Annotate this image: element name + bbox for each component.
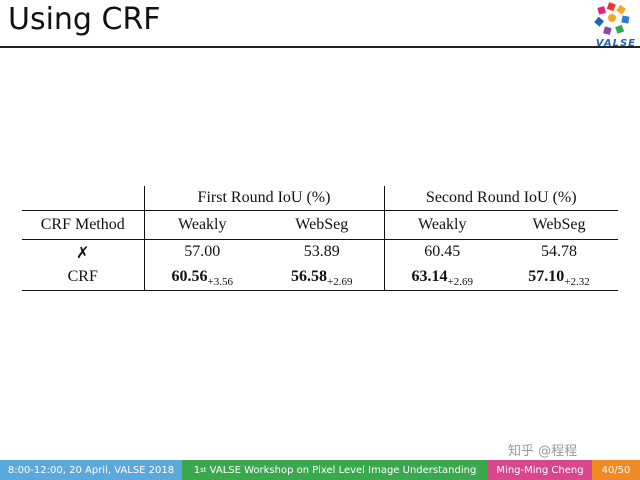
column-header-webseg-1: WebSeg <box>260 210 385 240</box>
table-cell: 54.78 <box>541 243 577 260</box>
footer-author: Ming-Ming Cheng <box>488 460 592 480</box>
footer-date: 8:00-12:00, 20 April, VALSE 2018 <box>0 460 182 480</box>
cell-value: 63.14 <box>411 268 448 285</box>
footer-page-number: 40/50 <box>592 460 640 480</box>
table-cell: 60.56+3.56 <box>144 264 260 291</box>
table-cell: 63.14+2.69 <box>384 264 500 291</box>
results-table: First Round IoU (%) Second Round IoU (%)… <box>22 186 618 291</box>
title-divider <box>0 46 640 48</box>
table-cell: 53.89 <box>260 239 385 264</box>
watermark: 知乎 @程程 <box>508 444 578 459</box>
slide-title: Using CRF <box>8 2 161 37</box>
footer-workshop-ordinal: 1 <box>193 464 201 476</box>
group-header-second-round: Second Round IoU (%) <box>425 189 577 206</box>
cell-delta: +3.56 <box>207 276 233 288</box>
cell-value: 57.10 <box>528 268 565 285</box>
column-header-row: CRF Method Weakly WebSeg Weakly WebSeg <box>22 210 618 240</box>
group-header-row: First Round IoU (%) Second Round IoU (%) <box>22 186 618 211</box>
column-header-method: CRF Method <box>22 210 145 240</box>
footer-workshop-text: VALSE Workshop on Pixel Level Image Unde… <box>206 464 477 476</box>
table-cell: 56.58+2.69 <box>260 264 385 291</box>
empty-header-cell <box>22 186 145 211</box>
group-header-first-round: First Round IoU (%) <box>144 186 385 211</box>
column-header-webseg-2: WebSeg <box>500 210 618 240</box>
table-row: CRF 60.56+3.56 56.58+2.69 63.14+2.69 57.… <box>22 264 618 291</box>
cell-delta: +2.32 <box>564 276 590 288</box>
cell-value: 56.58 <box>291 268 328 285</box>
cell-delta: +2.69 <box>447 276 473 288</box>
valse-logo: VALSE <box>578 0 640 50</box>
logo-text: VALSE <box>595 38 636 49</box>
table-cell: 60.45 <box>424 243 461 260</box>
cell-delta: +2.69 <box>327 276 353 288</box>
row-method-crf: CRF <box>22 264 145 291</box>
footer-workshop-suffix: st <box>200 466 207 474</box>
valse-logo-icon <box>594 2 630 35</box>
table-row: ✗ 57.00 53.89 60.45 54.78 <box>22 239 618 264</box>
column-header-weakly-1: Weakly <box>144 210 260 240</box>
column-header-weakly-2: Weakly <box>384 210 500 240</box>
table-cell: 57.10+2.32 <box>500 264 618 291</box>
cell-value: 60.56 <box>171 268 208 285</box>
table-cell: 57.00 <box>184 243 221 260</box>
row-method-no-crf: ✗ <box>22 239 145 264</box>
